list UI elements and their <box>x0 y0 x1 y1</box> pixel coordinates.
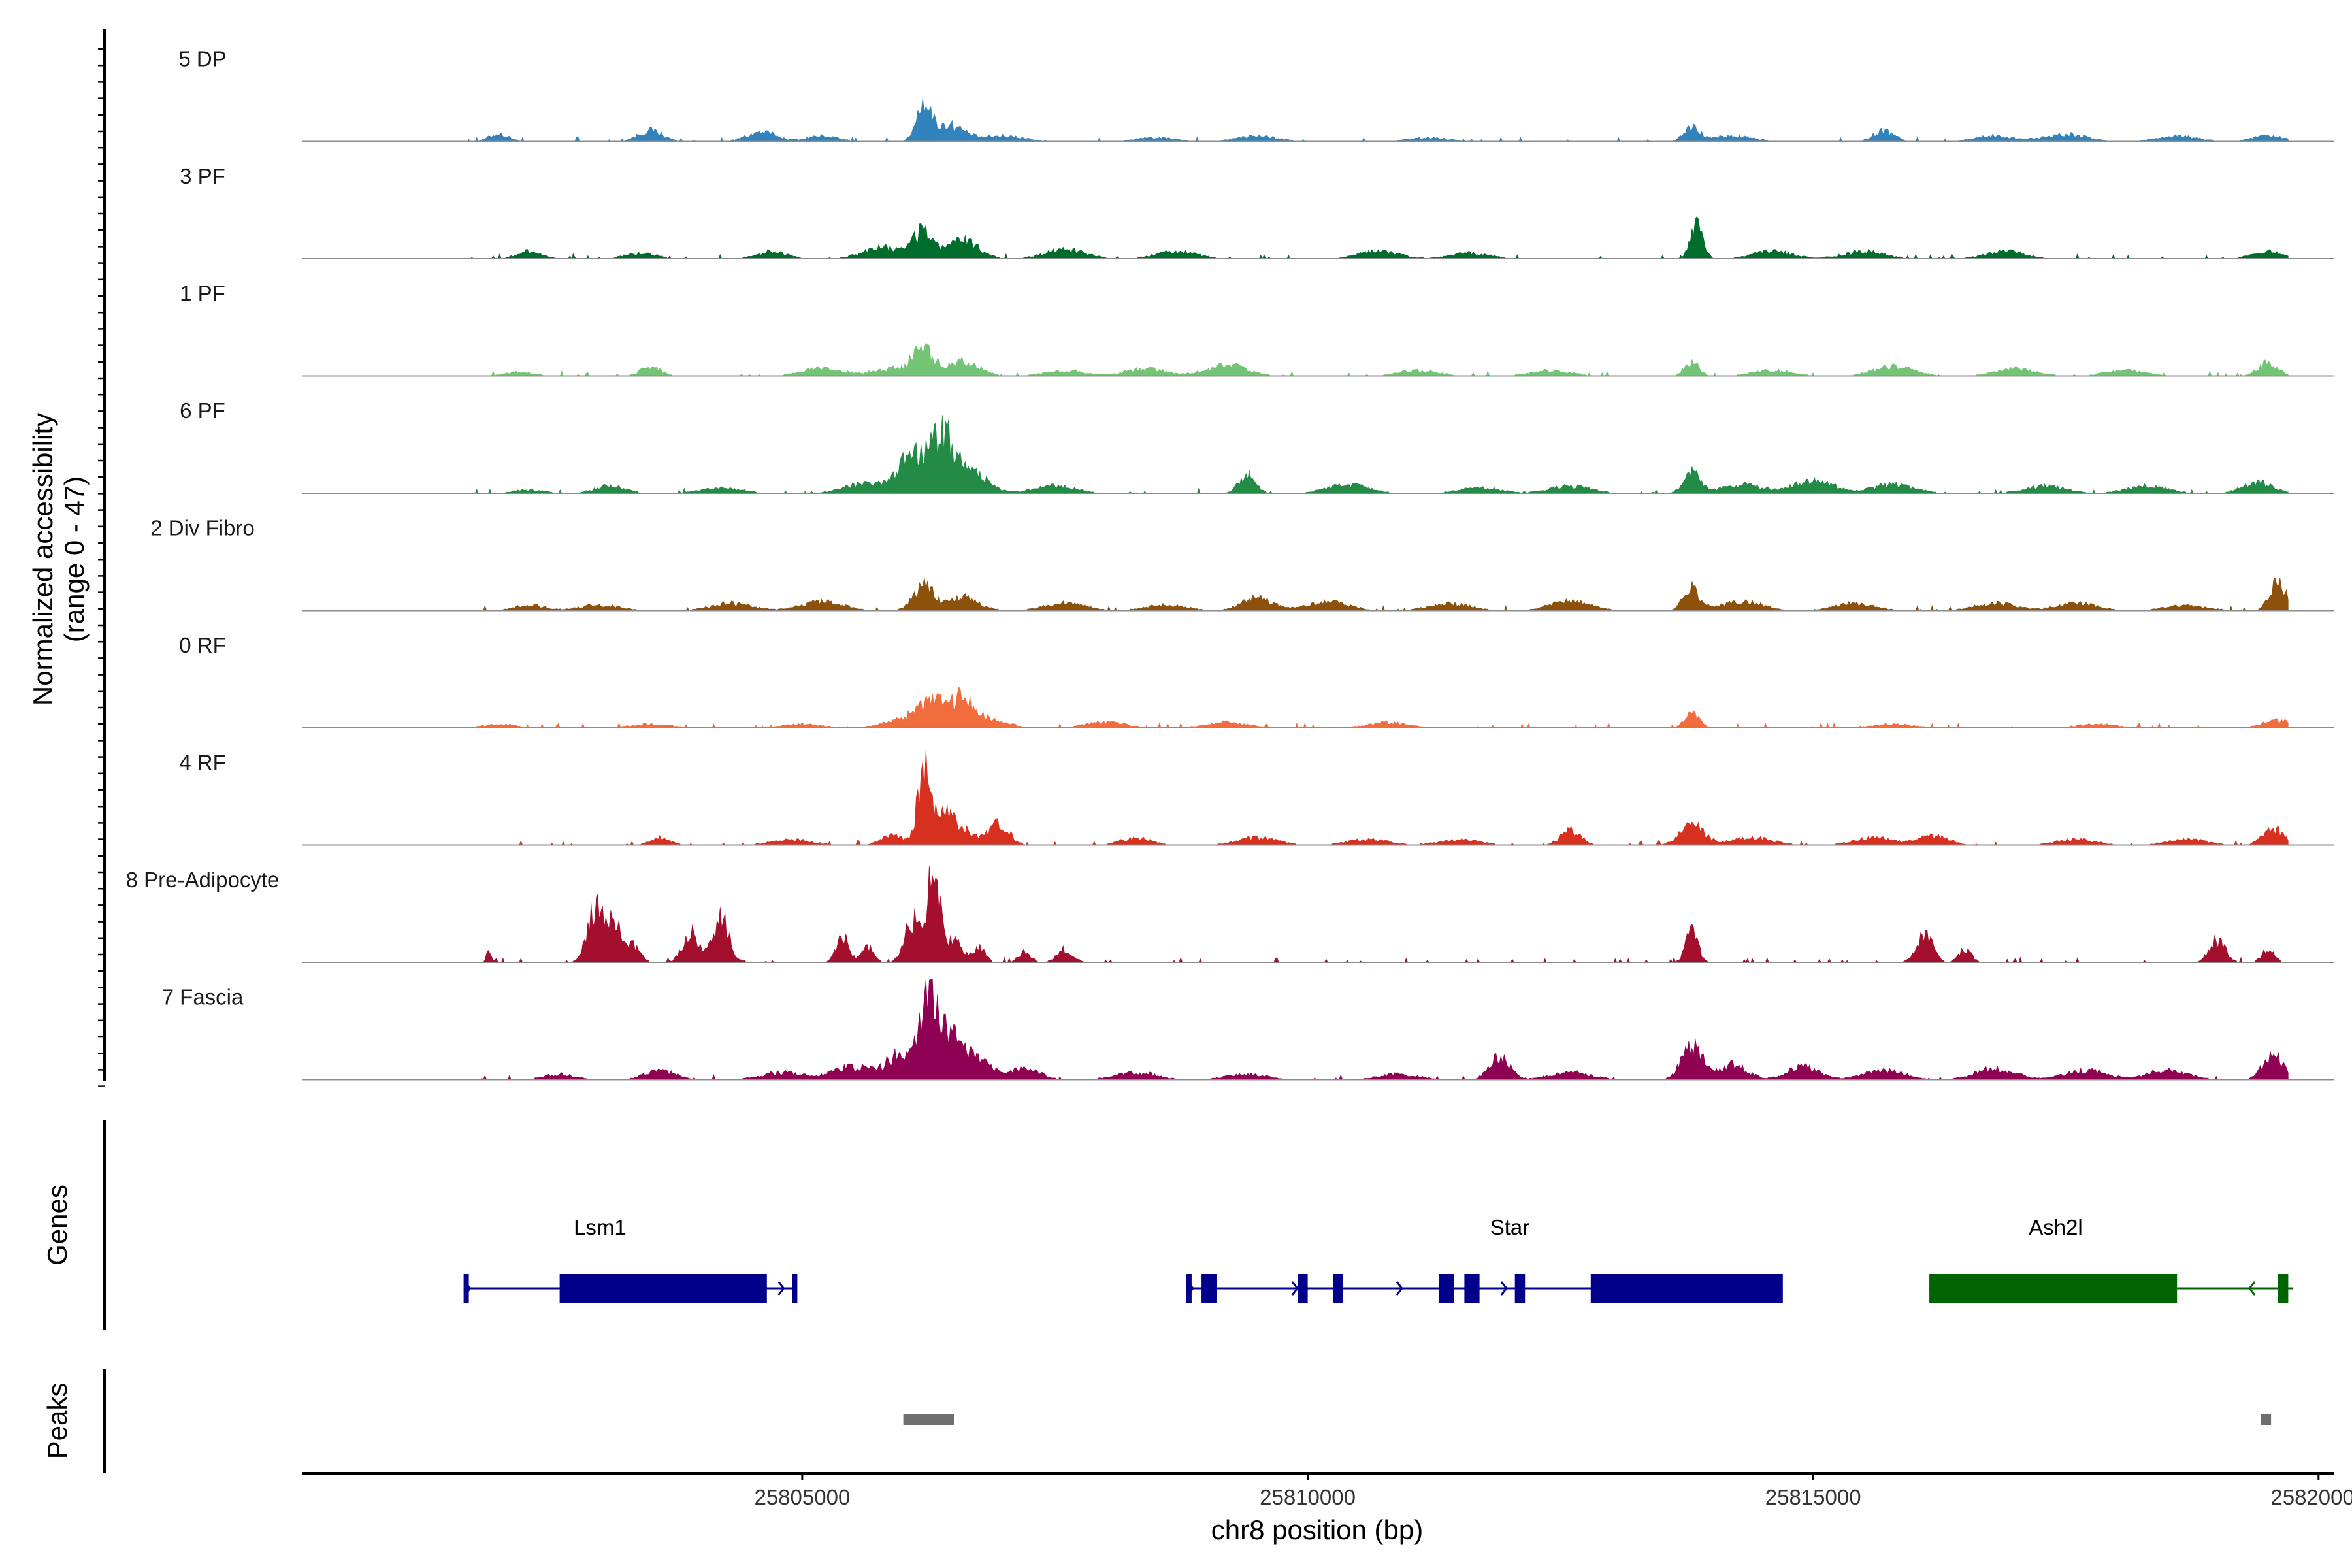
genes-track: Genes Lsm1 Star Ash2l <box>42 1120 2294 1330</box>
gene-exon <box>1298 1274 1308 1303</box>
gene-label: Star <box>1490 1215 1530 1239</box>
coverage-track: 3 PF <box>180 164 2334 259</box>
gene-exon <box>2278 1274 2289 1303</box>
gene-exon <box>559 1274 767 1303</box>
x-tick-label: 25810000 <box>1260 1485 1356 1509</box>
gene-exon <box>1439 1274 1454 1303</box>
x-tick-label: 25815000 <box>1765 1485 1861 1509</box>
coverage-track: 2 Div Fibro <box>150 516 2334 612</box>
gene-exon <box>1201 1274 1217 1303</box>
coverage-area <box>468 216 2289 259</box>
track-label: 5 DP <box>178 47 226 71</box>
strand-arrow <box>1396 1281 1403 1296</box>
coverage-track: 4 RF <box>179 747 2334 846</box>
peaks-track-title: Peaks <box>42 1383 73 1460</box>
y-axis-title: Normalized accessibility <box>27 413 58 706</box>
genes-track-title: Genes <box>42 1184 73 1266</box>
track-label: 8 Pre-Adipocyte <box>126 868 280 892</box>
peak-region <box>2261 1414 2272 1425</box>
gene-label: Lsm1 <box>574 1215 627 1239</box>
x-tick-label: 25805000 <box>754 1485 850 1509</box>
track-label: 4 RF <box>179 751 226 775</box>
coverage-tracks: 5 DP 3 PF 1 PF 6 PF 2 Div Fibro 0 RF 4 RF 8 Pre… <box>126 47 2334 1081</box>
track-label: 3 PF <box>180 164 225 188</box>
coverage-track: 0 RF <box>179 633 2334 728</box>
coverage-track: 7 Fascia <box>162 979 2334 1081</box>
gene-exon <box>1514 1274 1526 1303</box>
coverage-area <box>468 577 2289 612</box>
gene-exon <box>792 1274 798 1303</box>
y-axis-range: (range 0 - 47) <box>59 476 90 642</box>
strand-arrow <box>2248 1281 2256 1296</box>
gene: Star <box>1186 1215 1783 1303</box>
coverage-track: 1 PF <box>180 282 2334 377</box>
strand-arrow <box>1291 1281 1299 1296</box>
coverage-track: 8 Pre-Adipocyte <box>126 865 2334 963</box>
coverage-track: 6 PF <box>180 399 2334 494</box>
coverage-area <box>468 865 2289 963</box>
coverage-area <box>468 979 2289 1081</box>
coverage-area <box>468 747 2289 845</box>
peaks-track: Peaks <box>42 1369 2272 1473</box>
gene: Lsm1 <box>463 1215 798 1303</box>
strand-arrow <box>1500 1281 1508 1296</box>
track-label: 2 Div Fibro <box>150 516 255 540</box>
gene-exon <box>1186 1274 1192 1303</box>
gene-exon <box>1333 1274 1343 1303</box>
coverage-area <box>468 687 2289 728</box>
track-label: 6 PF <box>180 399 225 423</box>
track-label: 0 RF <box>179 633 226 657</box>
gene-exon <box>1464 1274 1480 1303</box>
coverage-area <box>468 415 2289 494</box>
x-tick-label: 25820000 <box>2270 1485 2352 1509</box>
x-axis-title: chr8 position (bp) <box>1211 1514 1424 1545</box>
gene-label: Ash2l <box>2029 1215 2083 1239</box>
gene-exon <box>463 1274 469 1303</box>
gene-exon <box>1929 1274 2178 1303</box>
strand-arrow <box>777 1281 785 1296</box>
accessibility-axis <box>98 29 106 1087</box>
gene-exon <box>1590 1274 1783 1303</box>
coverage-track: 5 DP <box>178 47 2334 142</box>
track-label: 1 PF <box>180 282 225 306</box>
track-label: 7 Fascia <box>162 985 244 1009</box>
peak-region <box>903 1414 954 1425</box>
x-axis: chr8 position (bp) 25805000 25810000 25815… <box>302 1472 2352 1545</box>
coverage-area <box>468 97 2289 142</box>
gene: Ash2l <box>1929 1215 2294 1303</box>
coverage-area <box>468 342 2289 376</box>
